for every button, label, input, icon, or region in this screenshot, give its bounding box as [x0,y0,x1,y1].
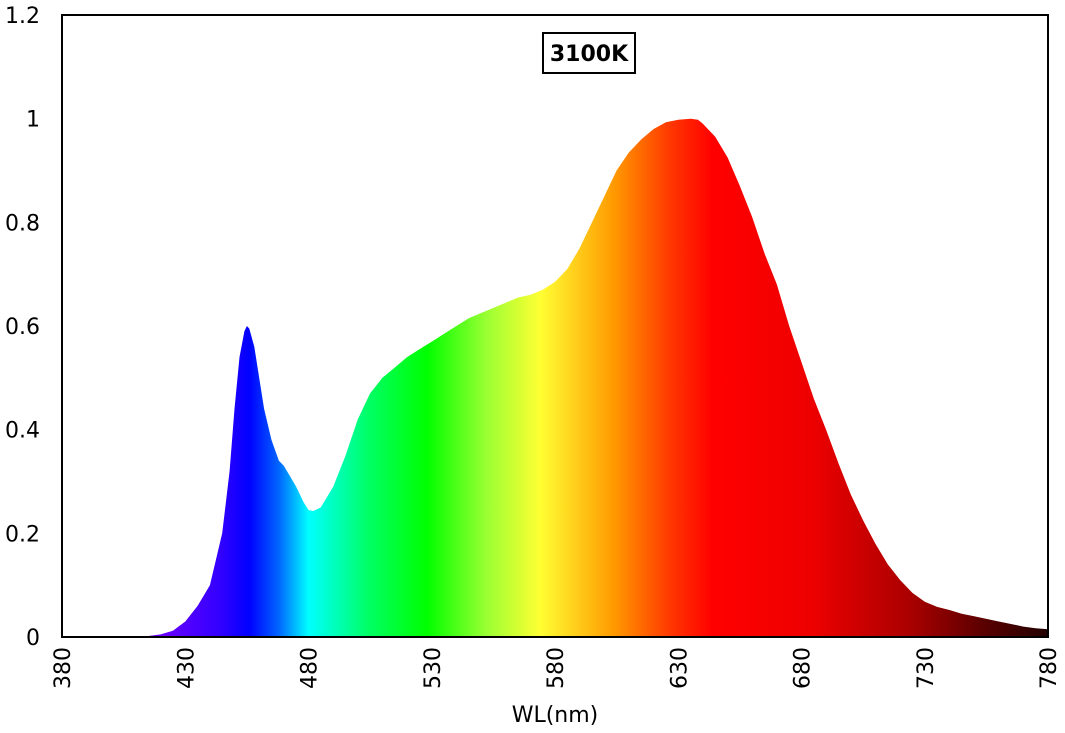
x-tick-label: 430 [174,647,199,689]
x-tick-label: 730 [914,647,939,689]
x-axis: 380 430 480 530 580 630 680 730 780 [51,647,1062,689]
y-tick-label: 0.6 [5,315,40,340]
x-axis-label: WL(nm) [512,703,599,728]
y-tick-label: 1 [26,108,40,133]
x-tick-label: 530 [421,647,446,689]
spectrum-series-area [62,118,1048,637]
y-tick-label: 0.8 [5,211,40,236]
x-tick-label: 480 [298,647,323,689]
annotation-box: 3100K [542,32,636,74]
x-tick-label: 780 [1037,647,1062,689]
y-tick-label: 0.2 [5,522,40,547]
plot-frame [61,14,1049,638]
y-tick-label: 1.2 [5,4,40,29]
spectrum-area [62,118,1048,637]
annotation-frame [542,32,636,74]
x-tick-label: 630 [667,647,692,689]
annotation-label: 3100K [550,42,629,67]
x-tick-label: 680 [791,647,816,689]
y-tick-label: 0 [26,626,40,651]
y-tick-label: 0.4 [5,419,40,444]
x-tick-label: 380 [51,647,76,689]
x-tick-label: 580 [544,647,569,689]
y-axis: 0 0.2 0.4 0.6 0.8 1 1.2 [5,4,40,651]
